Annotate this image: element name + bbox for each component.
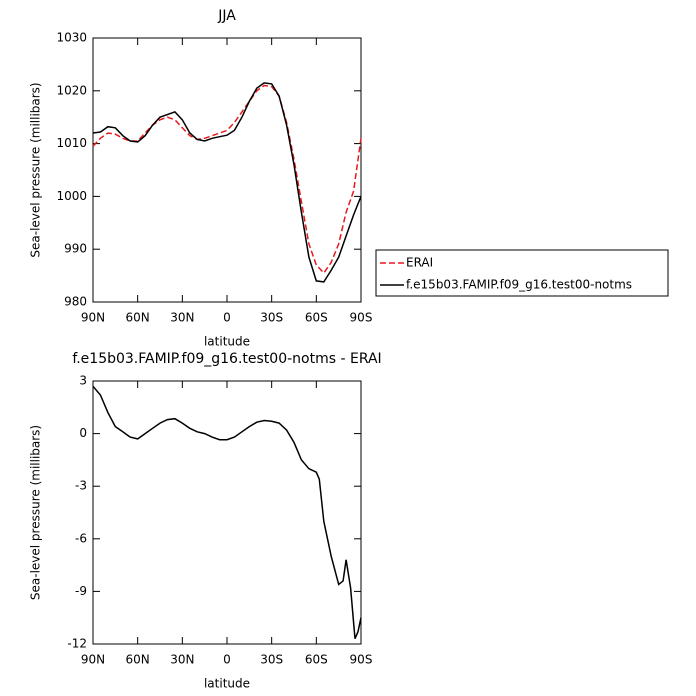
legend-box (375, 249, 669, 297)
y-tick-label: 990 (64, 242, 87, 256)
y-tick-label: 1010 (56, 136, 87, 150)
chart-title: f.e15b03.FAMIP.f09_g16.test00-notms - ER… (72, 351, 381, 367)
data-line (92, 84, 362, 275)
x-tick-label: 90N (81, 311, 105, 325)
x-tick-label: 60N (126, 653, 150, 667)
legend-label: ERAI (406, 256, 433, 270)
x-tick-label: 30S (260, 311, 283, 325)
y-tick-label: -6 (75, 531, 87, 545)
data-line (92, 82, 362, 283)
y-tick-label: -9 (75, 584, 87, 598)
y-tick-label: -3 (75, 479, 87, 493)
y-tick-label: 3 (79, 374, 87, 388)
y-tick-label: 1020 (56, 83, 87, 97)
x-tick-label: 60N (126, 311, 150, 325)
y-tick-label: 1000 (56, 189, 87, 203)
y-tick-label: 1030 (56, 31, 87, 45)
x-axis-label: latitude (204, 677, 250, 691)
x-tick-label: 90S (350, 311, 373, 325)
y-tick-label: -12 (67, 637, 87, 651)
x-tick-label: 90N (81, 653, 105, 667)
x-tick-label: 60S (305, 311, 328, 325)
data-line (92, 385, 362, 639)
x-tick-label: 60S (305, 653, 328, 667)
y-tick-label: 980 (64, 295, 87, 309)
legend-label: f.e15b03.FAMIP.f09_g16.test00-notms (406, 278, 632, 292)
x-tick-label: 0 (223, 311, 231, 325)
x-tick-label: 30N (170, 311, 194, 325)
y-axis-label: Sea-level pressure (millibars) (29, 425, 43, 600)
chart-title: JJA (217, 8, 236, 24)
y-axis-label: Sea-level pressure (millibars) (29, 82, 43, 257)
plot-frame (92, 380, 362, 645)
y-tick-label: 0 (79, 426, 87, 440)
x-tick-label: 0 (223, 653, 231, 667)
x-tick-label: 30S (260, 653, 283, 667)
x-tick-label: 90S (350, 653, 373, 667)
plot-frame (92, 37, 362, 303)
x-axis-label: latitude (204, 335, 250, 349)
x-tick-label: 30N (170, 653, 194, 667)
